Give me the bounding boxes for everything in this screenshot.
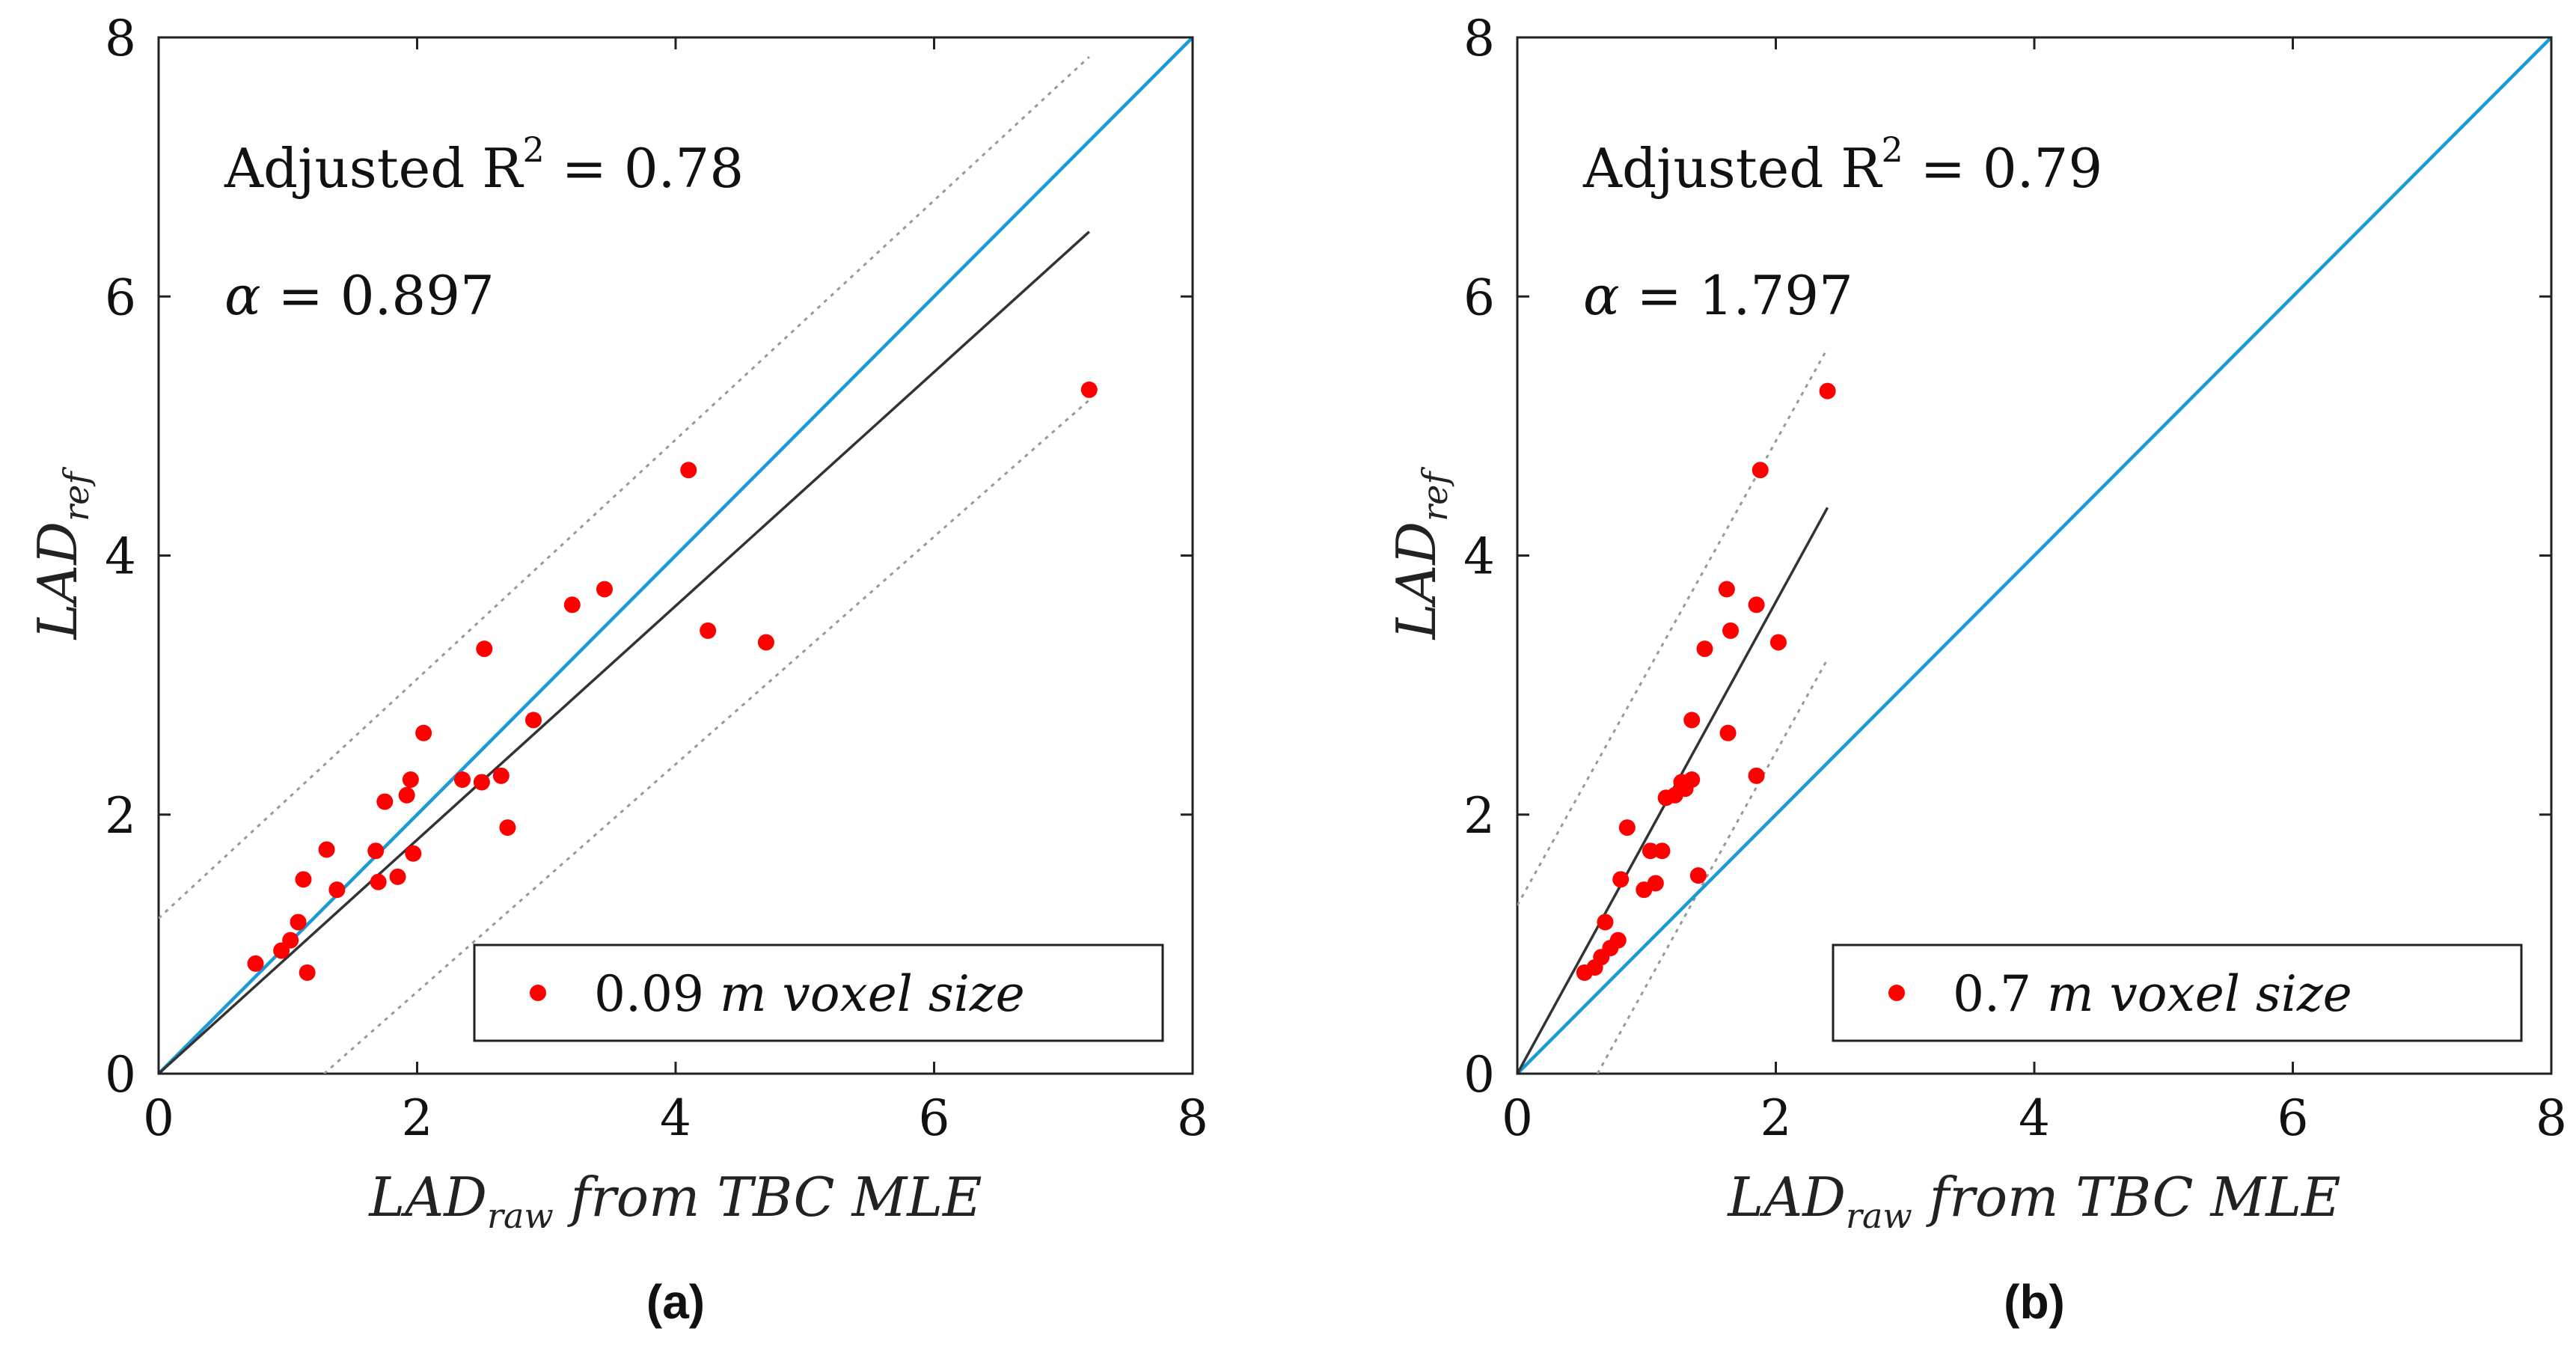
data-point <box>1612 871 1630 888</box>
r2-annotation: Adjusted R2 = 0.79 <box>1582 129 2102 200</box>
data-point <box>328 881 346 899</box>
data-point <box>1696 640 1713 658</box>
identity-line <box>159 37 1193 1074</box>
panel-label: (b) <box>2004 1275 2065 1329</box>
legend-box <box>473 943 1164 1042</box>
data-point <box>1689 867 1707 884</box>
legend-marker <box>1888 985 1905 1001</box>
y-tick-label: 0 <box>1463 1046 1495 1104</box>
y-tick-label: 4 <box>1463 528 1495 586</box>
data-point <box>1683 712 1701 729</box>
data-point <box>757 634 774 651</box>
data-point <box>524 712 542 729</box>
data-point <box>680 462 697 479</box>
data-point <box>290 914 307 931</box>
data-point <box>1597 914 1614 931</box>
data-point <box>473 774 490 791</box>
legend: 0.7 m voxel size <box>1832 943 2523 1042</box>
data-point <box>1719 724 1737 741</box>
data-point <box>700 622 717 639</box>
alpha-annotation: α = 1.797 <box>1583 264 1853 327</box>
x-axis-label: LADraw from TBC MLE <box>367 1166 982 1236</box>
data-point <box>1748 596 1765 614</box>
data-point <box>1642 842 1659 860</box>
x-tick-label: 4 <box>2019 1089 2050 1147</box>
data-point <box>1647 875 1664 892</box>
y-tick-label: 4 <box>105 528 136 586</box>
data-point <box>1769 634 1787 651</box>
data-point <box>1618 819 1636 836</box>
data-point <box>1722 622 1740 639</box>
data-point <box>405 845 422 862</box>
data-point <box>402 771 419 789</box>
data-point <box>295 871 312 888</box>
data-point <box>318 841 335 858</box>
y-tick-label: 2 <box>1463 787 1495 845</box>
data-point <box>1752 462 1769 479</box>
data-point <box>563 596 581 614</box>
regression-fit-line <box>159 230 1090 1074</box>
legend-box <box>1832 943 2523 1042</box>
y-axis-label: LADref <box>26 467 97 641</box>
data-point <box>367 842 385 860</box>
data-point <box>247 955 264 972</box>
data-point <box>492 767 510 784</box>
data-point <box>1653 842 1671 860</box>
legend-label: 0.09 m voxel size <box>594 965 1025 1023</box>
legend-label: 0.7 m voxel size <box>1953 965 2352 1023</box>
data-point <box>1609 932 1627 949</box>
x-tick-label: 0 <box>1502 1089 1533 1147</box>
panel-label: (a) <box>646 1275 705 1329</box>
x-tick-label: 0 <box>143 1089 174 1147</box>
data-point <box>389 868 406 885</box>
data-point <box>282 932 299 949</box>
y-tick-label: 2 <box>105 787 136 845</box>
y-tick-label: 6 <box>105 269 136 326</box>
alpha-annotation: α = 0.897 <box>224 264 495 327</box>
legend: 0.09 m voxel size <box>473 943 1164 1042</box>
y-tick-label: 8 <box>1463 10 1495 67</box>
upper-prediction-bound <box>1517 347 1829 906</box>
legend-marker <box>530 985 546 1001</box>
r2-annotation: Adjusted R2 = 0.78 <box>224 129 744 200</box>
chart-panel-b: 0 2 4 6 8 0 2 4 6 8 Adjusted R2 = 0.79 α = 1.797 0.7… <box>1385 10 2567 1329</box>
x-tick-label: 2 <box>402 1089 433 1147</box>
x-tick-label: 8 <box>1177 1089 1208 1147</box>
data-point <box>596 581 613 598</box>
data-point <box>376 793 394 810</box>
lower-prediction-bound <box>1596 658 1829 1074</box>
plot-area <box>1517 37 2551 1074</box>
data-point <box>476 640 493 658</box>
x-tick-label: 6 <box>919 1089 950 1147</box>
x-tick-label: 2 <box>1760 1089 1792 1147</box>
data-point <box>1718 581 1735 598</box>
chart-panel-a: 0 2 4 6 8 0 2 4 6 8 Adjusted R2 = 0.78 α = 0.897 0.0… <box>26 10 1208 1329</box>
data-point <box>1748 767 1765 784</box>
y-axis-label: LADref <box>1385 467 1455 641</box>
x-axis-label: LADraw from TBC MLE <box>1726 1166 2340 1236</box>
data-point <box>299 964 316 981</box>
y-tick-label: 8 <box>105 10 136 67</box>
x-tick-label: 8 <box>2536 1089 2567 1147</box>
data-point <box>499 819 516 836</box>
data-point <box>1080 381 1098 398</box>
data-point <box>398 786 415 804</box>
identity-line <box>1517 37 2551 1074</box>
x-tick-label: 4 <box>660 1089 691 1147</box>
data-point <box>1683 771 1701 789</box>
data-point <box>1819 382 1836 400</box>
y-tick-label: 6 <box>1463 269 1495 326</box>
data-point <box>453 771 471 789</box>
data-point <box>415 724 432 741</box>
data-point <box>370 873 387 890</box>
y-tick-label: 0 <box>105 1046 136 1104</box>
x-tick-label: 6 <box>2277 1089 2309 1147</box>
plot-area <box>159 37 1193 1074</box>
